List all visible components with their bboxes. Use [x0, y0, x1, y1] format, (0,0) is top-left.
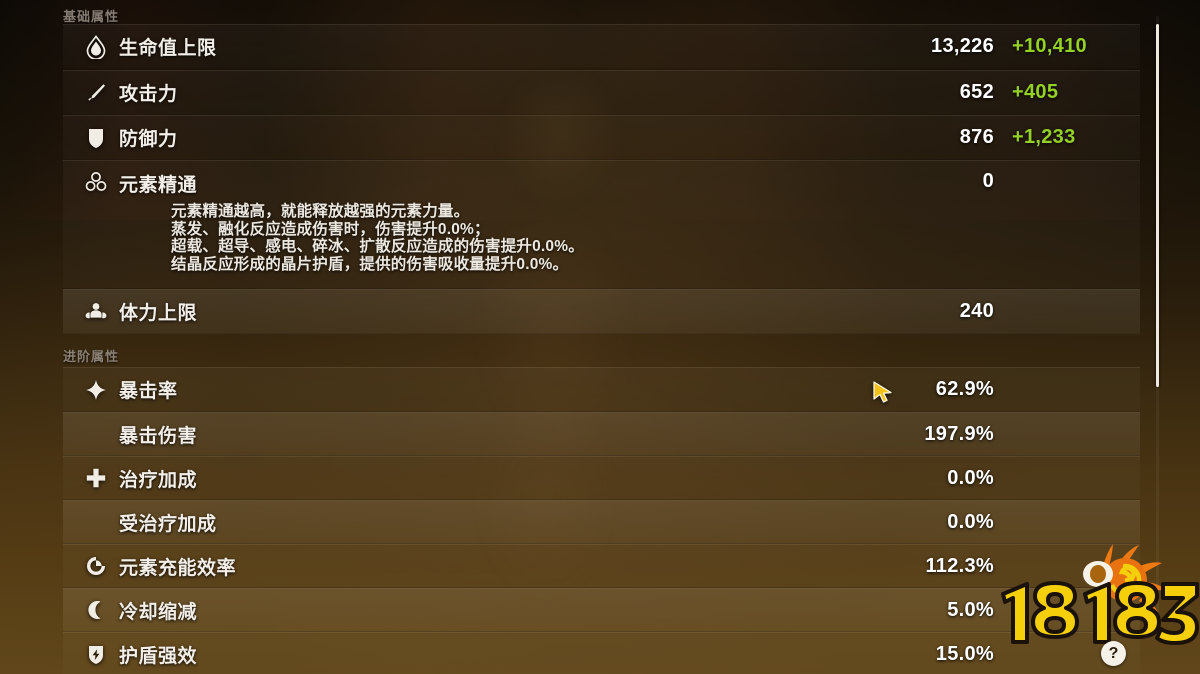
- stat-value: 0.0%: [947, 510, 994, 533]
- healing-bonus-icon: [73, 467, 119, 489]
- scrollbar-thumb[interactable]: [1156, 24, 1159, 387]
- stat-value: 652: [959, 81, 994, 103]
- crit-rate-star-icon: [73, 378, 119, 402]
- stat-value: 0.0%: [947, 466, 994, 489]
- table-row[interactable]: 防御力 876 +1,233: [63, 115, 1140, 160]
- stat-value: 62.9%: [935, 378, 994, 400]
- description-line: 超载、超导、感电、碎冰、扩散反应造成的伤害提升0.0%。: [171, 238, 584, 255]
- stat-label: 防御力: [119, 129, 178, 150]
- stat-value: 5.0%: [947, 598, 994, 621]
- table-row[interactable]: 攻击力 652 +405: [63, 70, 1140, 115]
- description-line: 元素精通越高，就能释放越强的元素力量。: [171, 203, 470, 220]
- stat-label: 元素精通: [119, 175, 198, 196]
- stat-bonus: +10,410: [1012, 35, 1087, 57]
- energy-recharge-icon: [73, 555, 119, 577]
- stat-label: 冷却缩减: [119, 601, 198, 623]
- elemental-mastery-icon: [73, 171, 119, 193]
- stat-label: 暴击伤害: [119, 425, 198, 447]
- stat-label: 生命值上限: [119, 38, 217, 59]
- stat-bonus: +1,233: [1012, 126, 1076, 148]
- table-row[interactable]: 冷却缩减 5.0%: [63, 588, 1140, 632]
- table-row[interactable]: 受治疗加成 0.0%: [63, 500, 1140, 544]
- attack-sword-icon: [73, 81, 119, 105]
- stat-label: 暴击率: [119, 381, 178, 402]
- stat-value: 0: [982, 170, 994, 192]
- stat-label: 元素充能效率: [119, 557, 237, 579]
- table-row[interactable]: 体力上限 240: [63, 289, 1140, 334]
- stat-label: 受治疗加成: [119, 513, 217, 535]
- elemental-mastery-description: 元素精通越高，就能释放越强的元素力量。 蒸发、融化反应造成伤害时，伤害提升0.0…: [171, 203, 931, 273]
- shield-strength-icon: [73, 643, 119, 665]
- table-row[interactable]: 生命值上限 13,226 +10,410: [63, 24, 1140, 69]
- table-row[interactable]: 暴击率 62.9%: [63, 367, 1140, 412]
- stat-value: 15.0%: [935, 642, 994, 665]
- section-header-advanced-attributes: 进阶属性: [63, 349, 120, 364]
- stat-value: 876: [959, 126, 994, 148]
- stat-label: 护盾强效: [119, 645, 198, 667]
- table-row[interactable]: 元素充能效率 112.3%: [63, 544, 1140, 588]
- defense-shield-icon: [73, 126, 119, 150]
- stat-label: 治疗加成: [119, 469, 198, 491]
- table-row[interactable]: 元素精通 0: [63, 160, 1140, 289]
- gold-pointer-cursor: [872, 379, 896, 405]
- description-line: 结晶反应形成的晶片护盾，提供的伤害吸收量提升0.0%。: [171, 255, 569, 273]
- hp-droplet-icon: [73, 34, 119, 59]
- stat-bonus: +405: [1012, 81, 1059, 103]
- table-row[interactable]: 护盾强效 15.0%: [63, 632, 1140, 674]
- stamina-arm-icon: [73, 302, 119, 322]
- stat-label: 体力上限: [119, 303, 198, 324]
- table-row[interactable]: 暴击伤害 197.9%: [63, 412, 1140, 456]
- section-header-basic-attributes: 基础属性: [63, 9, 120, 24]
- table-row[interactable]: 治疗加成 0.0%: [63, 456, 1140, 500]
- stat-value: 13,226: [931, 35, 994, 57]
- stat-value: 240: [959, 300, 994, 322]
- stat-label: 攻击力: [119, 84, 178, 105]
- help-button[interactable]: ?: [1101, 641, 1126, 666]
- description-line: 蒸发、融化反应造成伤害时，伤害提升0.0%；: [171, 220, 490, 238]
- cooldown-moon-icon: [73, 599, 119, 621]
- stat-value: 112.3%: [925, 554, 994, 577]
- stat-value: 197.9%: [924, 422, 994, 445]
